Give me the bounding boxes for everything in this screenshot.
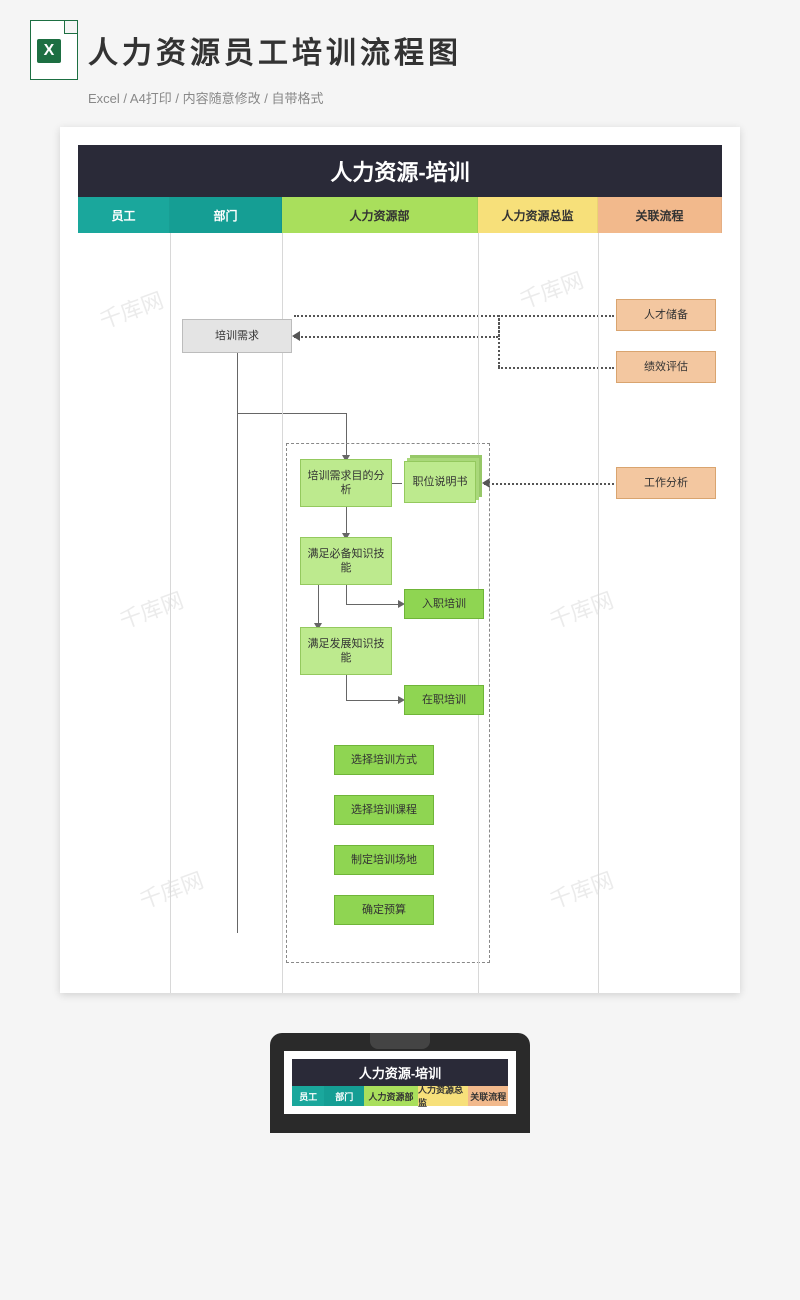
- node-jobana: 工作分析: [616, 467, 716, 499]
- watermark: 千库网: [95, 283, 168, 336]
- node-analy: 培训需求目的分析: [300, 459, 392, 507]
- lane-header-dept: 部门: [170, 197, 282, 233]
- lane-header-rel: 关联流程: [598, 197, 722, 233]
- connector-solid: [237, 413, 347, 414]
- mini-lane: 人力资源总监: [418, 1086, 468, 1106]
- excel-x-glyph: X: [37, 39, 61, 63]
- mini-swimlanes: 员工部门人力资源部人力资源总监关联流程: [292, 1086, 508, 1106]
- chart-title: 人力资源-培训: [78, 145, 722, 197]
- mini-lane: 部门: [324, 1086, 364, 1106]
- node-knowA: 满足必备知识技能: [300, 537, 392, 585]
- node-jobdoc: 职位说明书: [404, 461, 476, 503]
- mini-lane: 人力资源部: [364, 1086, 418, 1106]
- mini-lane: 关联流程: [468, 1086, 508, 1106]
- page-header: X 人力资源员工培训流程图: [30, 20, 770, 80]
- connector-dotted: [294, 315, 614, 317]
- watermark: 千库网: [115, 583, 188, 636]
- clipboard-preview: 人力资源-培训 员工部门人力资源部人力资源总监关联流程: [270, 1033, 530, 1133]
- node-train1: 入职培训: [404, 589, 484, 619]
- lane-header-hrd: 人力资源总监: [478, 197, 598, 233]
- arrow-icon: [292, 331, 300, 341]
- node-need: 培训需求: [182, 319, 292, 353]
- lane-divider: [170, 233, 171, 993]
- watermark: 千库网: [135, 863, 208, 916]
- mini-title: 人力资源-培训: [292, 1059, 508, 1086]
- lane-header-emp: 员工: [78, 197, 170, 233]
- connector-solid: [237, 353, 238, 933]
- lane-header-hr: 人力资源部: [282, 197, 478, 233]
- node-s4: 确定预算: [334, 895, 434, 925]
- flowchart-sheet: 人力资源-培训 员工部门人力资源部人力资源总监关联流程: [60, 127, 740, 993]
- connector-dotted: [498, 367, 614, 369]
- page-subtitle: Excel / A4打印 / 内容随意修改 / 自带格式: [88, 88, 770, 107]
- watermark: 千库网: [515, 263, 588, 316]
- connector-dotted: [498, 315, 500, 337]
- node-s1: 选择培训方式: [334, 745, 434, 775]
- node-s2: 选择培训课程: [334, 795, 434, 825]
- watermark: 千库网: [545, 863, 618, 916]
- swimlane-headers: 员工部门人力资源部人力资源总监关联流程: [78, 197, 722, 233]
- connector-dotted: [294, 336, 498, 338]
- node-perf: 绩效评估: [616, 351, 716, 383]
- page-title: 人力资源员工培训流程图: [88, 28, 462, 72]
- node-train2: 在职培训: [404, 685, 484, 715]
- excel-icon: X: [30, 20, 78, 80]
- clipboard-clip-icon: [370, 1033, 430, 1049]
- node-s3: 制定培训场地: [334, 845, 434, 875]
- node-knowB: 满足发展知识技能: [300, 627, 392, 675]
- mini-lane: 员工: [292, 1086, 324, 1106]
- connector-dotted: [484, 483, 614, 485]
- mini-sheet: 人力资源-培训 员工部门人力资源部人力资源总监关联流程: [284, 1051, 516, 1114]
- node-talent: 人才储备: [616, 299, 716, 331]
- flowchart-canvas: 千库网 千库网 千库网 千库网 千库网 千库网 培训需求 人才储备绩效评估工作分析…: [78, 233, 722, 993]
- lane-divider: [598, 233, 599, 993]
- watermark: 千库网: [545, 583, 618, 636]
